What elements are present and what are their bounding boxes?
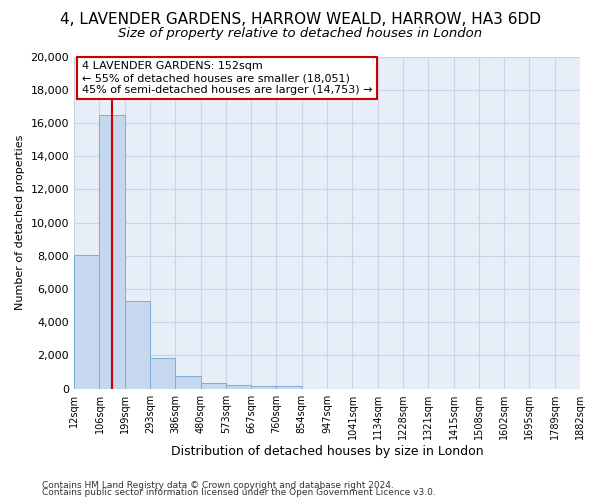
- Bar: [150, 358, 175, 388]
- Text: Contains public sector information licensed under the Open Government Licence v3: Contains public sector information licen…: [42, 488, 436, 497]
- Text: 4, LAVENDER GARDENS, HARROW WEALD, HARROW, HA3 6DD: 4, LAVENDER GARDENS, HARROW WEALD, HARRO…: [59, 12, 541, 28]
- Bar: [175, 376, 200, 388]
- X-axis label: Distribution of detached houses by size in London: Distribution of detached houses by size …: [171, 444, 484, 458]
- Text: Size of property relative to detached houses in London: Size of property relative to detached ho…: [118, 28, 482, 40]
- Bar: [74, 255, 100, 388]
- Bar: [226, 385, 251, 388]
- Bar: [251, 386, 277, 388]
- Text: Contains HM Land Registry data © Crown copyright and database right 2024.: Contains HM Land Registry data © Crown c…: [42, 480, 394, 490]
- Bar: [200, 382, 226, 388]
- Bar: [100, 114, 125, 388]
- Bar: [277, 386, 302, 388]
- Y-axis label: Number of detached properties: Number of detached properties: [15, 135, 25, 310]
- Text: 4 LAVENDER GARDENS: 152sqm
← 55% of detached houses are smaller (18,051)
45% of : 4 LAVENDER GARDENS: 152sqm ← 55% of deta…: [82, 62, 372, 94]
- Bar: [125, 300, 150, 388]
